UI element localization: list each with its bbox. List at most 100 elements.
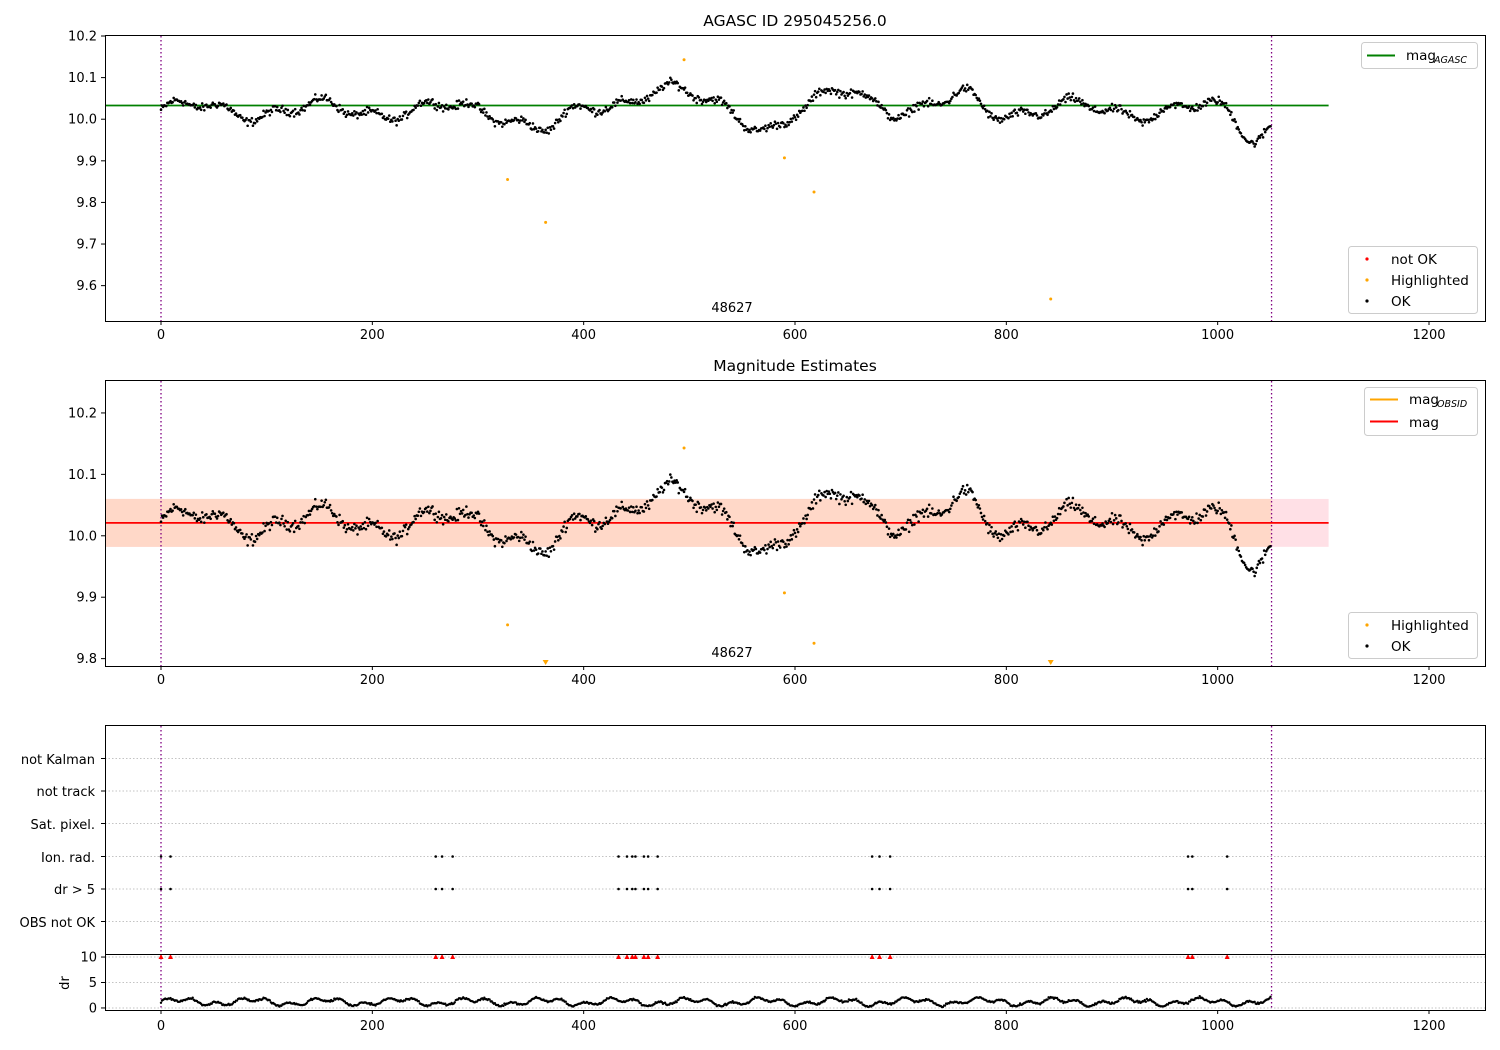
ok-point xyxy=(1262,549,1266,552)
ok-point xyxy=(344,530,348,534)
ok-point xyxy=(844,503,848,507)
ok-point xyxy=(1146,535,1150,538)
ok-point xyxy=(621,505,625,509)
ok-point xyxy=(876,514,879,517)
ok-point xyxy=(1195,512,1198,515)
ok-point xyxy=(254,534,258,538)
ok-point xyxy=(849,88,853,91)
ok-point xyxy=(986,109,989,113)
ok-point xyxy=(978,507,982,510)
ok-point xyxy=(1159,108,1162,111)
ok-point xyxy=(1069,98,1073,102)
ok-point xyxy=(395,124,398,127)
ok-point xyxy=(531,122,535,125)
ok-point xyxy=(1011,530,1014,533)
dr-point xyxy=(660,1000,664,1004)
ok-point xyxy=(1258,136,1262,139)
ok-point xyxy=(731,524,734,528)
ok-point xyxy=(419,514,423,518)
dr-flag-point xyxy=(625,887,629,891)
ok-point xyxy=(883,518,887,522)
ok-point xyxy=(694,96,697,100)
ok-point xyxy=(1263,553,1267,557)
ok-point xyxy=(255,120,259,123)
ok-point xyxy=(171,509,174,512)
ok-point xyxy=(546,547,550,550)
ok-point xyxy=(447,520,450,523)
ok-point xyxy=(486,530,489,534)
ok-point xyxy=(262,522,265,525)
ok-point xyxy=(891,116,895,120)
ok-point xyxy=(1072,506,1076,510)
ok-point xyxy=(700,511,704,515)
flags-chart-plot-area xyxy=(101,726,1485,1010)
ok-point xyxy=(1015,524,1019,528)
ok-point xyxy=(467,516,470,519)
ok-point xyxy=(1192,519,1195,523)
ok-point xyxy=(1110,102,1114,106)
dr-point xyxy=(1269,995,1272,999)
ok-point xyxy=(1035,528,1039,532)
ok-point xyxy=(555,118,559,122)
ok-point xyxy=(301,521,304,524)
ok-point xyxy=(1109,520,1113,524)
ok-point xyxy=(1078,508,1082,512)
ok-point xyxy=(839,493,842,496)
ok-point xyxy=(1203,508,1207,512)
ok-point xyxy=(1157,530,1160,533)
ok-point xyxy=(1022,108,1026,112)
ok-point xyxy=(803,521,806,525)
ok-point xyxy=(719,502,723,506)
ok-point xyxy=(1230,110,1233,114)
ok-point xyxy=(789,117,793,121)
ok-point xyxy=(658,490,662,494)
ok-point xyxy=(425,101,429,105)
ok-point xyxy=(884,521,888,524)
ok-point xyxy=(184,99,187,103)
ok-point xyxy=(496,537,500,541)
ok-point xyxy=(440,513,444,517)
ok-point xyxy=(368,520,372,524)
ok-point xyxy=(503,122,506,126)
y-tick-label: 10.2 xyxy=(68,30,97,45)
ok-point xyxy=(1218,99,1222,102)
ok-point xyxy=(524,535,527,538)
legend-mag-agasc: mag xyxy=(1406,48,1436,64)
ok-point xyxy=(222,102,225,105)
ok-point xyxy=(1028,528,1031,532)
ok-point xyxy=(768,545,771,549)
ok-point xyxy=(805,517,808,521)
ok-point xyxy=(268,113,272,117)
ok-point xyxy=(1087,515,1091,518)
ok-point xyxy=(605,520,609,523)
ok-point xyxy=(1216,509,1219,513)
ok-point xyxy=(949,507,952,511)
ok-point xyxy=(635,98,638,101)
ok-point xyxy=(856,495,859,499)
ok-point xyxy=(457,506,461,510)
ok-point xyxy=(1039,531,1043,535)
ok-point xyxy=(1189,518,1193,522)
ok-point xyxy=(1065,93,1068,96)
ok-point xyxy=(828,89,832,93)
ok-point xyxy=(1188,109,1192,113)
ok-point xyxy=(598,520,601,524)
ok-point xyxy=(553,121,557,125)
ok-point xyxy=(263,529,266,533)
ok-point xyxy=(701,100,705,103)
ok-point xyxy=(1197,106,1200,109)
ok-point xyxy=(520,115,523,119)
ok-point xyxy=(255,537,259,541)
ok-point xyxy=(801,109,804,113)
ion-rad-flag-point xyxy=(159,855,163,858)
dr-point xyxy=(714,1003,717,1006)
ok-point xyxy=(499,120,503,124)
ok-point xyxy=(767,543,770,546)
ok-point xyxy=(1210,99,1213,103)
ok-point xyxy=(1168,105,1172,109)
dr-clipped-marker xyxy=(433,954,439,960)
ok-point xyxy=(927,503,931,507)
ok-point xyxy=(578,512,581,516)
ok-point xyxy=(1119,104,1122,107)
ok-point xyxy=(1093,515,1097,519)
